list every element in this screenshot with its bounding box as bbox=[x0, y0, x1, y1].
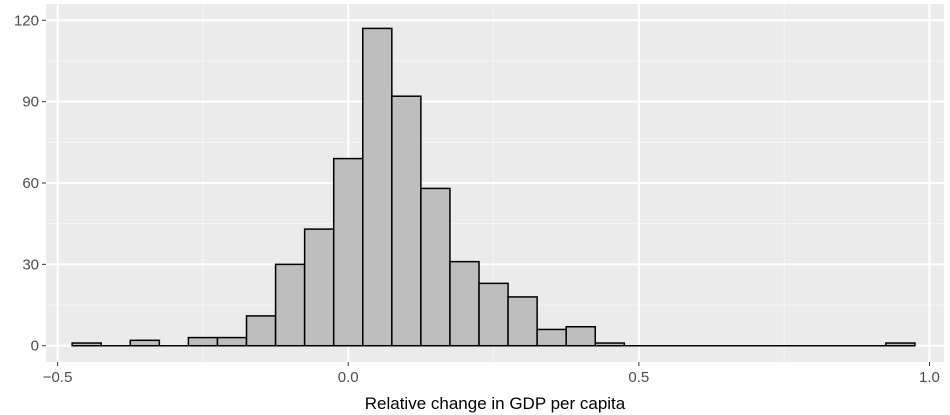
histogram-bar bbox=[303, 228, 335, 347]
histogram-bar bbox=[507, 296, 538, 347]
histogram-bar bbox=[129, 339, 161, 347]
histogram-bar bbox=[274, 263, 306, 347]
x-tick-label: 1.0 bbox=[919, 369, 940, 386]
x-axis-ticks: −0.5 0.0 0.5 1.0 bbox=[43, 362, 940, 386]
y-tick-label: 30 bbox=[22, 256, 39, 273]
y-tick-label: 120 bbox=[14, 12, 39, 29]
y-tick-label: 90 bbox=[22, 94, 39, 111]
histogram-bars bbox=[71, 27, 916, 347]
x-tick-label: 0.0 bbox=[338, 369, 359, 386]
histogram-bar bbox=[449, 260, 480, 347]
y-axis-ticks: 0 30 60 90 120 bbox=[14, 12, 46, 355]
histogram-bar bbox=[187, 336, 219, 347]
histogram-bar bbox=[478, 282, 509, 347]
histogram-bar bbox=[536, 328, 567, 347]
histogram-bar bbox=[332, 157, 364, 347]
histogram-bar bbox=[885, 342, 916, 347]
histogram-bar bbox=[565, 325, 597, 347]
histogram-bar bbox=[216, 336, 248, 347]
x-tick-label: 0.5 bbox=[628, 369, 649, 386]
y-tick-label: 60 bbox=[22, 175, 39, 192]
major-gridlines bbox=[46, 4, 944, 362]
x-tick-label: −0.5 bbox=[43, 369, 73, 386]
histogram-bar bbox=[594, 342, 626, 347]
x-axis-title: Relative change in GDP per capita bbox=[365, 394, 626, 413]
histogram-bar bbox=[391, 95, 422, 347]
histogram-bar bbox=[420, 187, 451, 347]
histogram-bar bbox=[71, 342, 102, 347]
y-tick-label: 0 bbox=[31, 338, 39, 355]
histogram-bar bbox=[362, 27, 393, 347]
histogram-bar bbox=[245, 315, 277, 347]
